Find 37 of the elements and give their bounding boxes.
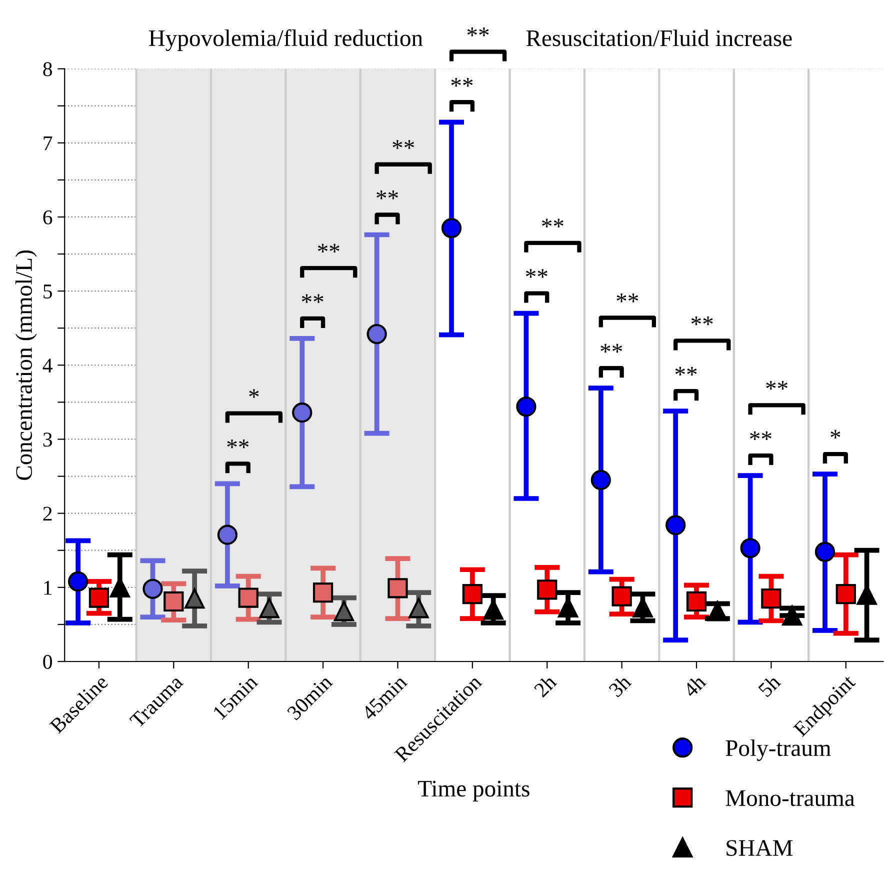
annotation: ** — [451, 78, 473, 87]
x-tick-label: 3h — [608, 674, 632, 698]
x-tick-label: 2h — [533, 674, 558, 698]
annotation: * — [249, 389, 259, 398]
y-tick-label: 2 — [43, 506, 52, 521]
annotation: ** — [302, 294, 324, 303]
annotation: ** — [600, 344, 622, 353]
x-tick-label: 5h — [757, 674, 782, 698]
y-axis-title: Concentration (mmol/L) — [15, 250, 37, 480]
annotation: ** — [392, 140, 414, 149]
y-tick-label: 6 — [43, 210, 52, 224]
y-tick-label: 0 — [43, 654, 52, 669]
annotation: ** — [318, 244, 340, 253]
y-tick-label: 7 — [44, 136, 52, 150]
text: ** — [467, 28, 489, 36]
x-axis-title: Time points — [418, 780, 530, 802]
band-label: Resuscitation/Fluid increase — [526, 30, 792, 46]
annotation: ** — [750, 431, 772, 440]
legend-label: Mono-trauma — [726, 790, 855, 806]
annotation: ** — [227, 439, 249, 448]
annotation: ** — [376, 190, 398, 200]
annotation: ** — [526, 269, 548, 278]
y-tick-label: 3 — [43, 432, 52, 447]
y-tick-label: 1 — [44, 580, 52, 595]
annotation: * — [830, 430, 840, 439]
band-label: Hypovolemia/fluid reduction — [149, 29, 423, 52]
annotation: ** — [766, 380, 788, 390]
y-tick-label: 8 — [43, 62, 52, 76]
y-tick-label: 4 — [42, 358, 52, 372]
annotation: ** — [691, 316, 713, 326]
annotation: ** — [542, 218, 564, 228]
annotation: ** — [616, 294, 638, 302]
legend-label: Poly-traum — [726, 739, 831, 761]
y-tick-label: 5 — [44, 284, 52, 298]
x-tick-label: 4h — [682, 674, 707, 698]
annotation: ** — [675, 366, 697, 376]
legend-label: SHAM — [726, 840, 793, 856]
